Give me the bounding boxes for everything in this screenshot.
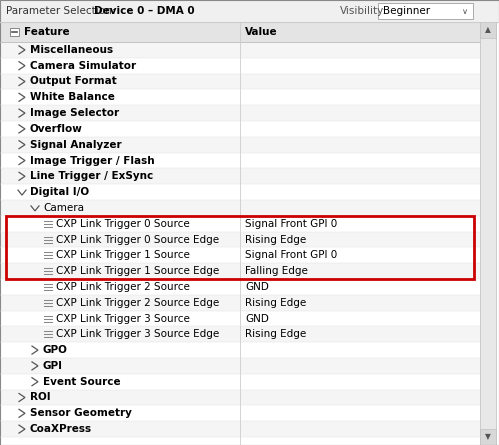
Bar — [378, 3, 473, 19]
Bar — [0, 105, 480, 121]
Bar — [0, 89, 480, 105]
Bar — [0, 405, 480, 421]
Text: Visibility:: Visibility: — [340, 6, 387, 16]
Bar — [0, 58, 480, 73]
Bar — [10, 28, 19, 36]
Bar — [480, 22, 496, 445]
Text: CXP Link Trigger 0 Source Edge: CXP Link Trigger 0 Source Edge — [56, 235, 219, 244]
Text: Device 0 – DMA 0: Device 0 – DMA 0 — [94, 6, 195, 16]
Bar — [0, 374, 480, 390]
Bar — [0, 247, 480, 263]
Text: Signal Front GPI 0: Signal Front GPI 0 — [245, 218, 337, 229]
Text: GND: GND — [245, 282, 269, 292]
Text: Rising Edge: Rising Edge — [245, 298, 306, 307]
Text: GND: GND — [245, 313, 269, 324]
Bar — [0, 390, 480, 405]
Bar — [0, 342, 480, 358]
Text: ▲: ▲ — [485, 25, 491, 35]
Bar — [0, 216, 480, 231]
Text: ∨: ∨ — [462, 7, 468, 16]
Bar — [0, 0, 499, 22]
Text: Line Trigger / ExSync: Line Trigger / ExSync — [30, 171, 153, 181]
Text: CXP Link Trigger 3 Source Edge: CXP Link Trigger 3 Source Edge — [56, 329, 219, 339]
Text: Overflow: Overflow — [30, 124, 83, 134]
Bar — [0, 137, 480, 153]
Text: CXP Link Trigger 3 Source: CXP Link Trigger 3 Source — [56, 313, 190, 324]
Bar — [0, 311, 480, 326]
Text: Signal Front GPI 0: Signal Front GPI 0 — [245, 250, 337, 260]
Text: Image Selector: Image Selector — [30, 108, 119, 118]
Text: ▼: ▼ — [485, 433, 491, 441]
Bar — [0, 121, 480, 137]
Text: Value: Value — [245, 27, 277, 37]
Bar — [0, 279, 480, 295]
Text: CXP Link Trigger 2 Source Edge: CXP Link Trigger 2 Source Edge — [56, 298, 219, 307]
Bar — [0, 200, 480, 216]
Text: Miscellaneous: Miscellaneous — [30, 45, 113, 55]
Text: White Balance: White Balance — [30, 92, 115, 102]
Text: Beginner: Beginner — [383, 6, 430, 16]
Text: Image Trigger / Flash: Image Trigger / Flash — [30, 155, 155, 166]
Bar — [0, 73, 480, 89]
Bar — [0, 184, 480, 200]
Text: Falling Edge: Falling Edge — [245, 266, 308, 276]
Bar — [0, 42, 480, 58]
Bar — [0, 358, 480, 374]
Text: CoaXPress: CoaXPress — [30, 424, 92, 434]
Text: Rising Edge: Rising Edge — [245, 329, 306, 339]
Text: CXP Link Trigger 1 Source Edge: CXP Link Trigger 1 Source Edge — [56, 266, 219, 276]
Text: CXP Link Trigger 1 Source: CXP Link Trigger 1 Source — [56, 250, 190, 260]
Bar — [0, 22, 480, 42]
Text: Signal Analyzer: Signal Analyzer — [30, 140, 122, 150]
Bar — [0, 168, 480, 184]
Text: Output Format: Output Format — [30, 77, 117, 86]
Text: Rising Edge: Rising Edge — [245, 235, 306, 244]
Bar — [0, 263, 480, 279]
Bar — [6, 216, 474, 279]
Text: GPI: GPI — [43, 361, 63, 371]
Text: GPO: GPO — [43, 345, 68, 355]
Text: ROI: ROI — [30, 392, 50, 402]
Bar — [0, 421, 480, 437]
Bar — [0, 295, 480, 311]
Bar — [0, 231, 480, 247]
Bar — [480, 429, 496, 445]
Text: Digital I/O: Digital I/O — [30, 187, 89, 197]
Text: Feature: Feature — [24, 27, 70, 37]
Bar — [480, 22, 496, 38]
Text: CXP Link Trigger 2 Source: CXP Link Trigger 2 Source — [56, 282, 190, 292]
Bar — [0, 326, 480, 342]
Bar — [0, 153, 480, 168]
Text: Sensor Geometry: Sensor Geometry — [30, 409, 132, 418]
Text: Camera: Camera — [43, 203, 84, 213]
Text: Camera Simulator: Camera Simulator — [30, 61, 136, 71]
Text: CXP Link Trigger 0 Source: CXP Link Trigger 0 Source — [56, 218, 190, 229]
Text: Event Source: Event Source — [43, 377, 121, 387]
Text: Parameter Selection:: Parameter Selection: — [6, 6, 119, 16]
